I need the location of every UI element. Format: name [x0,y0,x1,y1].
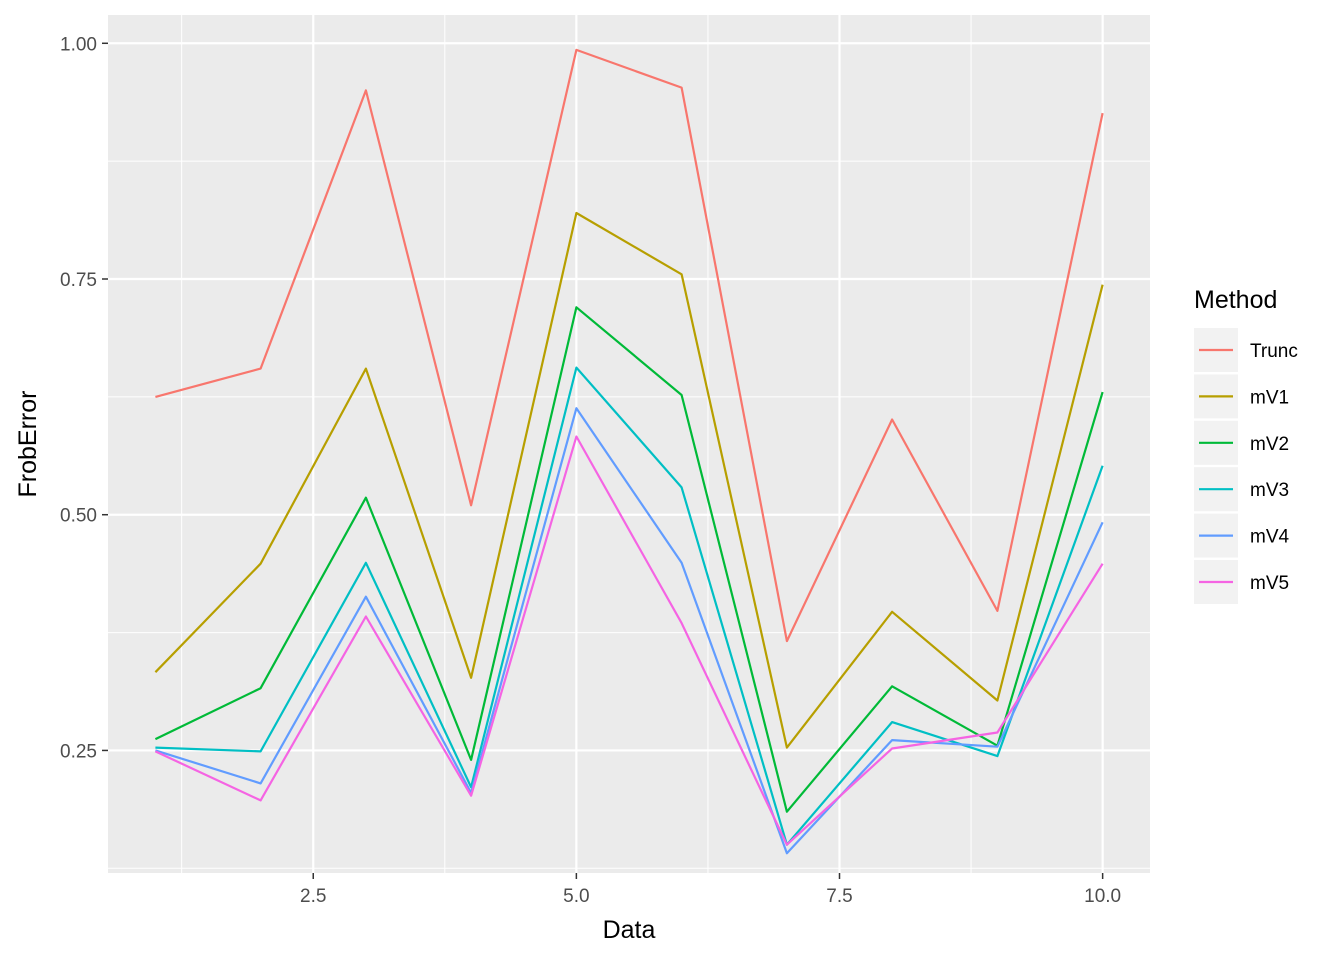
x-tick-label: 2.5 [300,886,326,907]
series-line-mv1 [154,211,1104,749]
x-tick-label: 7.5 [826,886,852,907]
legend-label: mV3 [1250,480,1289,501]
legend-label: mV1 [1250,387,1289,408]
major-gridlines [108,15,1150,873]
x-tick-label: 10.0 [1084,886,1121,907]
y-tick-label: 0.50 [60,506,97,527]
y-tick-label: 1.00 [60,34,97,55]
x-tick-label: 5.0 [563,886,589,907]
legend-label: mV4 [1250,527,1290,548]
legend-label: mV2 [1250,434,1289,455]
minor-gridlines [108,15,1150,873]
axis-tick-labels: 2.5 5.0 7.5 10.0 0.25 0.50 0.75 1.00 [60,34,1121,907]
legend-title: Method [1194,286,1277,314]
legend-label: mV5 [1250,573,1289,594]
y-tick-label: 0.25 [60,741,97,762]
series-line-mv2 [154,306,1104,813]
y-axis-title: FrobError [14,391,42,498]
series-line-mv4 [155,407,1104,855]
legend-label: Trunc [1250,341,1298,362]
plot-panel [108,15,1150,873]
axis-ticks [102,42,1104,879]
legend: Method Trunc mV1 mV2 mV3 mV4 mV5 [1194,286,1298,604]
series-line-mv5 [154,435,1104,846]
series-line-trunc [155,48,1104,643]
legend-items: Trunc mV1 mV2 mV3 mV4 mV5 [1194,328,1298,604]
series-line-mv3 [155,366,1104,846]
x-axis-title: Data [603,916,656,944]
series-lines [154,48,1104,855]
y-tick-label: 0.75 [60,270,97,291]
